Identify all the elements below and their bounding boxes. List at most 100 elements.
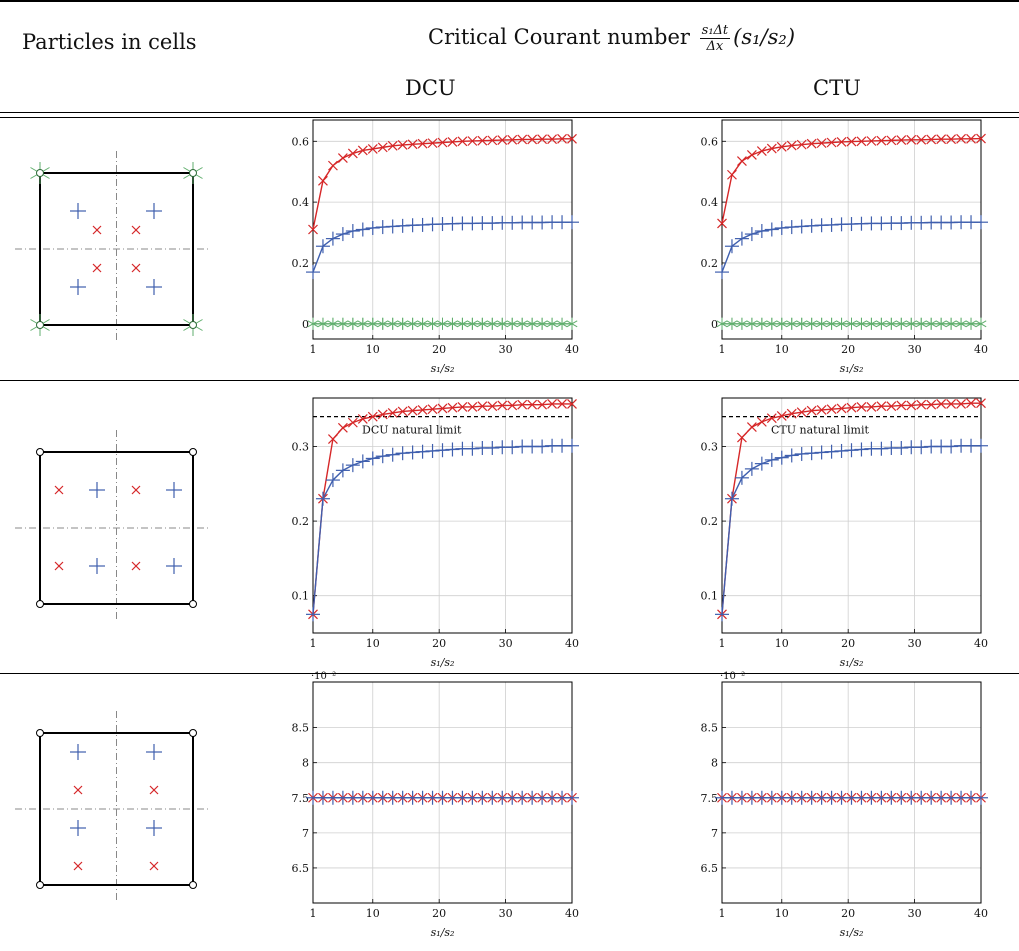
series-line-1 — [721, 445, 981, 615]
data-point-s2-15 — [865, 317, 877, 330]
data-point-s1-0 — [715, 265, 729, 280]
y-tick-label: 8 — [711, 757, 718, 770]
data-point-s2-11 — [417, 317, 429, 330]
data-point-s2-2 — [736, 317, 748, 330]
courant-fraction: s₁Δt Δx — [699, 23, 731, 54]
data-point-s0-13 — [437, 403, 448, 414]
data-point-s0-12-stroke-b — [836, 403, 847, 414]
cell-cross-marker-1 — [131, 485, 141, 495]
data-point-s1-0 — [306, 265, 320, 280]
data-point-s0-6 — [367, 143, 378, 154]
data-point-s0-5 — [357, 413, 368, 424]
data-point-s0-13-stroke-b — [437, 137, 448, 148]
data-point-s0-16 — [876, 135, 887, 146]
cell-cross-marker-3 — [131, 561, 141, 571]
data-point-s2-3 — [337, 317, 349, 330]
data-point-s0-5 — [766, 413, 777, 424]
data-point-s1-2 — [734, 470, 749, 485]
data-point-s1-16 — [465, 441, 480, 456]
chart-row2-DCU: 1 10 20 30 40 0.1 0.2 0.3 s₁/s₂ DCU natural limit — [292, 397, 579, 669]
cell-corner-node-1 — [189, 448, 197, 456]
data-point-s0-23 — [946, 134, 957, 145]
data-point-s1-4 — [754, 224, 769, 239]
data-point-s2-7 — [786, 317, 798, 330]
cell-corner-node-1 — [189, 169, 197, 177]
chart-row3-CTU: 1 10 20 30 40 6.5 7 7.5 8 8.5 s₁/s₂ ·10⁻² — [701, 671, 988, 939]
cell-cross-marker-3-stroke-b — [131, 561, 141, 571]
data-point-s0-22-stroke-b — [936, 134, 947, 145]
data-point-s2-0 — [307, 317, 319, 330]
data-point-s0-23 — [537, 399, 548, 410]
data-point-s0-9 — [397, 140, 408, 150]
data-point-s2-22 — [526, 317, 538, 330]
data-point-s0-8-stroke-b — [387, 407, 398, 418]
data-point-s1-9 — [804, 218, 819, 233]
data-point-s0-2-stroke-b — [327, 434, 338, 444]
data-point-s0-11 — [826, 137, 837, 148]
data-point-s0-26 — [976, 133, 986, 144]
data-point-s0-8 — [387, 140, 398, 151]
data-point-s0-22-stroke-b — [527, 399, 538, 410]
data-point-s1-5 — [764, 452, 779, 467]
data-point-s1-11 — [824, 217, 839, 232]
data-point-s0-11-stroke-b — [826, 404, 837, 415]
data-point-s0-17-stroke-b — [477, 135, 488, 146]
data-point-s0-10 — [816, 405, 827, 415]
data-point-s0-2-stroke-b — [736, 432, 747, 443]
cell-cross-marker-1-stroke-b — [131, 225, 141, 235]
data-point-s0-9 — [806, 405, 817, 416]
data-point-s0-17-stroke-b — [477, 401, 488, 412]
data-point-s0-10 — [816, 138, 827, 149]
data-point-s1-8 — [385, 219, 400, 234]
y-tick-label: 6.5 — [701, 862, 719, 875]
data-point-s0-18 — [487, 401, 498, 412]
data-point-s1-12 — [425, 443, 440, 458]
data-point-s0-8-stroke-b — [387, 140, 398, 151]
header-double-rule-a — [0, 112, 1019, 113]
cell-cross-marker-0 — [73, 785, 83, 795]
data-point-s2-9 — [397, 317, 409, 330]
x-axis-label: s₁/s₂ — [431, 656, 455, 669]
data-point-s1-26 — [974, 438, 988, 453]
x-tick-label: 40 — [974, 343, 988, 356]
data-point-s0-0-stroke-b — [308, 224, 318, 235]
data-point-s0-9-stroke-b — [397, 140, 408, 150]
data-point-s2-15 — [456, 317, 468, 330]
x-tick-label: 10 — [366, 637, 380, 650]
y-scale-label: ·10⁻² — [311, 671, 336, 682]
data-point-s0-2 — [327, 160, 338, 171]
cell-cross-marker-2-stroke-b — [54, 561, 64, 571]
data-point-s0-4-stroke-b — [347, 417, 358, 428]
data-point-s1-11 — [415, 444, 430, 459]
data-point-s0-25 — [557, 133, 567, 144]
data-point-s0-21 — [517, 399, 528, 410]
data-point-s0-24-stroke-b — [956, 399, 967, 409]
x-axis-label: s₁/s₂ — [840, 656, 864, 669]
data-point-s1-7 — [784, 448, 799, 463]
data-point-s0-12 — [427, 138, 438, 149]
data-point-s1-3 — [744, 227, 759, 242]
data-point-s0-22-stroke-b — [527, 134, 538, 145]
cell-diagram-row-3 — [15, 711, 208, 900]
data-point-s2-14 — [447, 317, 458, 330]
data-point-s0-5-stroke-b — [357, 413, 368, 424]
data-point-s2-12 — [836, 317, 847, 330]
data-point-s0-26-stroke-b — [976, 133, 986, 144]
data-point-s0-7 — [377, 142, 388, 153]
data-point-s0-2 — [327, 434, 338, 444]
data-point-s0-24 — [547, 399, 558, 409]
data-point-s0-18-stroke-b — [896, 400, 907, 411]
data-point-s0-4 — [347, 417, 358, 428]
y-tick-label: 0.4 — [701, 196, 719, 209]
data-point-s0-15-stroke-b — [866, 402, 877, 412]
data-point-s0-19 — [906, 400, 917, 411]
data-point-s2-7 — [377, 317, 389, 330]
data-point-s0-22 — [936, 134, 947, 145]
data-point-s0-25 — [966, 398, 976, 409]
data-point-s0-19-stroke-b — [906, 134, 917, 145]
data-point-s0-11 — [417, 405, 428, 415]
y-tick-label: 8.5 — [701, 722, 719, 735]
data-point-s0-15 — [866, 402, 877, 412]
chart-row1-DCU: 1 10 20 30 40 0 0.2 0.4 0.6 s₁/s₂ — [292, 119, 579, 375]
data-point-s0-11 — [826, 404, 837, 415]
